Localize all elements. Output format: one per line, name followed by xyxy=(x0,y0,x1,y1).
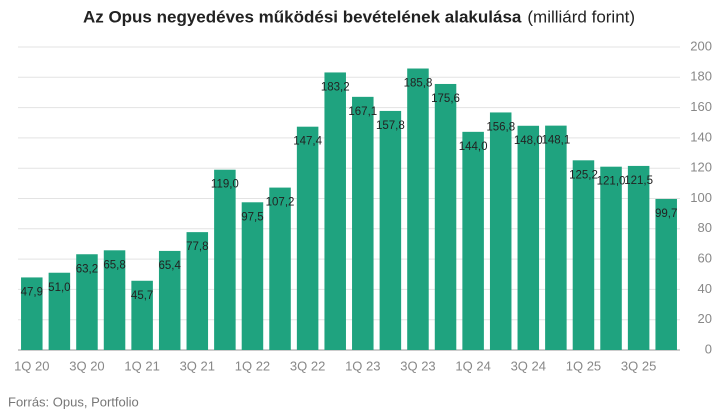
y-tick-label: 40 xyxy=(698,281,712,296)
x-tick-label: 1Q 25 xyxy=(566,358,601,373)
bar xyxy=(186,232,209,350)
y-tick-label: 0 xyxy=(705,341,712,356)
bar xyxy=(545,125,567,350)
value-label: 99,7 xyxy=(655,208,677,220)
value-label: 167,1 xyxy=(348,106,377,118)
x-tick-label: 1Q 22 xyxy=(235,358,270,373)
bar xyxy=(269,187,291,350)
bar xyxy=(462,131,484,350)
value-label: 51,0 xyxy=(48,282,70,294)
bar xyxy=(158,250,181,350)
chart-subtitle: (milliárd forint) xyxy=(527,7,635,26)
x-tick-label: 3Q 20 xyxy=(69,358,104,373)
y-tick-label: 120 xyxy=(690,160,712,175)
value-label: 183,2 xyxy=(321,81,350,93)
bar xyxy=(600,166,622,350)
x-tick-label: 1Q 24 xyxy=(455,358,490,373)
value-label: 77,8 xyxy=(186,241,208,253)
value-label: 175,6 xyxy=(431,93,460,105)
value-label: 65,4 xyxy=(159,260,182,272)
value-label: 119,0 xyxy=(211,179,239,191)
y-tick-label: 200 xyxy=(690,38,712,53)
bar xyxy=(241,202,264,350)
bar xyxy=(296,126,319,351)
bar xyxy=(489,112,512,350)
value-label: 45,7 xyxy=(131,290,153,302)
bar xyxy=(76,254,98,350)
bar xyxy=(103,250,126,350)
x-tick-label: 1Q 20 xyxy=(14,358,49,373)
y-tick-label: 100 xyxy=(690,190,712,205)
y-tick-label: 180 xyxy=(690,69,712,84)
bar xyxy=(434,83,457,350)
y-tick-label: 140 xyxy=(690,129,712,144)
x-tick-label: 1Q 23 xyxy=(345,358,380,373)
bar xyxy=(627,165,650,350)
value-label: 121,0 xyxy=(597,176,626,188)
value-label: 65,8 xyxy=(103,259,125,271)
y-tick-label: 60 xyxy=(698,251,712,266)
value-label: 121,5 xyxy=(624,175,653,187)
y-tick-label: 160 xyxy=(690,99,712,114)
value-label: 156,8 xyxy=(486,121,515,133)
value-label: 147,4 xyxy=(293,136,322,148)
value-label: 63,2 xyxy=(76,263,98,275)
bar xyxy=(407,68,429,350)
bar xyxy=(21,277,43,350)
source: Forrás: Opus, Portfolio xyxy=(8,394,139,409)
value-label: 107,2 xyxy=(266,197,295,209)
bar xyxy=(352,96,374,350)
value-label: 148,1 xyxy=(541,135,570,147)
bar xyxy=(214,169,236,350)
y-tick-label: 80 xyxy=(698,220,712,235)
bar xyxy=(655,198,677,350)
x-tick-label: 1Q 21 xyxy=(124,358,159,373)
y-tick-label: 20 xyxy=(698,311,712,326)
value-label: 157,8 xyxy=(376,120,405,132)
bar xyxy=(379,110,402,350)
value-label: 97,5 xyxy=(241,211,263,223)
x-tick-label: 3Q 24 xyxy=(511,358,546,373)
x-tick-label: 3Q 25 xyxy=(621,358,656,373)
value-label: 47,9 xyxy=(21,286,43,298)
bar xyxy=(131,280,153,350)
bar xyxy=(48,272,71,350)
value-label: 125,2 xyxy=(569,169,598,181)
value-label: 148,0 xyxy=(514,135,543,147)
chart-title: Az Opus negyedéves működési bevételének … xyxy=(83,7,522,26)
value-label: 144,0 xyxy=(459,141,488,153)
x-tick-label: 3Q 21 xyxy=(180,358,215,373)
x-tick-label: 3Q 22 xyxy=(290,358,325,373)
bar xyxy=(517,125,540,350)
value-label: 185,8 xyxy=(404,78,433,90)
bar xyxy=(572,160,595,350)
bar xyxy=(324,72,346,351)
x-tick-label: 3Q 23 xyxy=(400,358,435,373)
